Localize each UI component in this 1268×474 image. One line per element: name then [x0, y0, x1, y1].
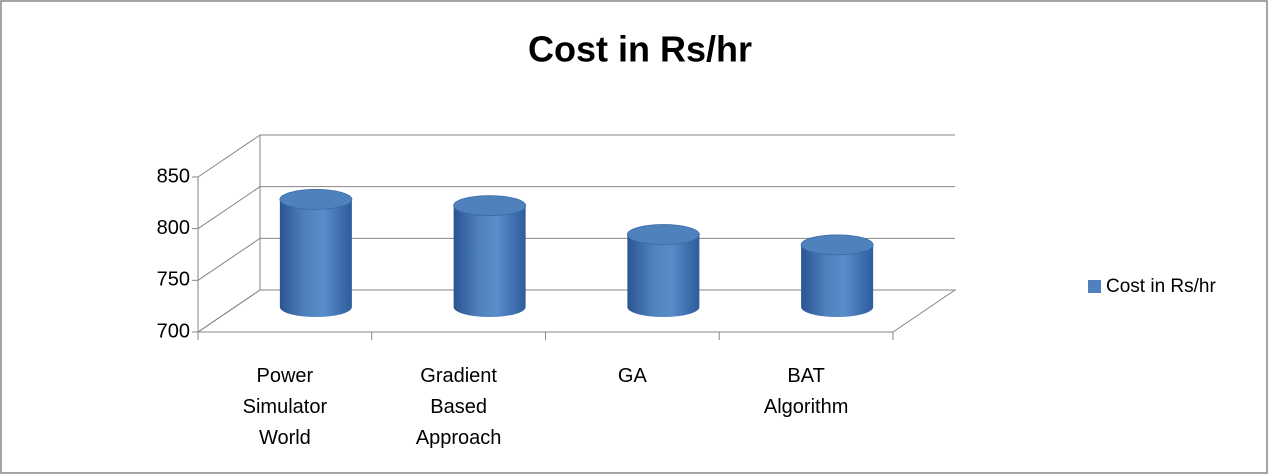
legend-swatch [1088, 280, 1101, 293]
chart-title: Cost in Rs/hr [528, 29, 752, 70]
x-tick-label: Power Simulator World [242, 365, 328, 449]
bar [801, 244, 874, 317]
y-tick-label: 750 [157, 269, 190, 291]
bar-top [800, 234, 874, 256]
grid-line [197, 237, 955, 281]
x-tick-label: Gradient Based Approach [415, 365, 502, 449]
bar-top [626, 224, 700, 245]
bar-top [453, 195, 527, 217]
bar [279, 199, 352, 317]
grid-line [197, 134, 955, 178]
y-tick-label: 700 [157, 320, 190, 342]
bar-top [279, 188, 353, 210]
grid-line [197, 289, 955, 333]
y-tick-label: 800 [157, 217, 190, 239]
legend-label: Cost in Rs/hr [1106, 276, 1216, 297]
x-tick-label: GA [617, 365, 647, 387]
bar [453, 205, 526, 317]
x-tick-label: BAT Algorithm [763, 365, 849, 418]
y-tick-label: 850 [157, 165, 190, 187]
bar [627, 234, 700, 317]
grid-line [197, 186, 955, 230]
